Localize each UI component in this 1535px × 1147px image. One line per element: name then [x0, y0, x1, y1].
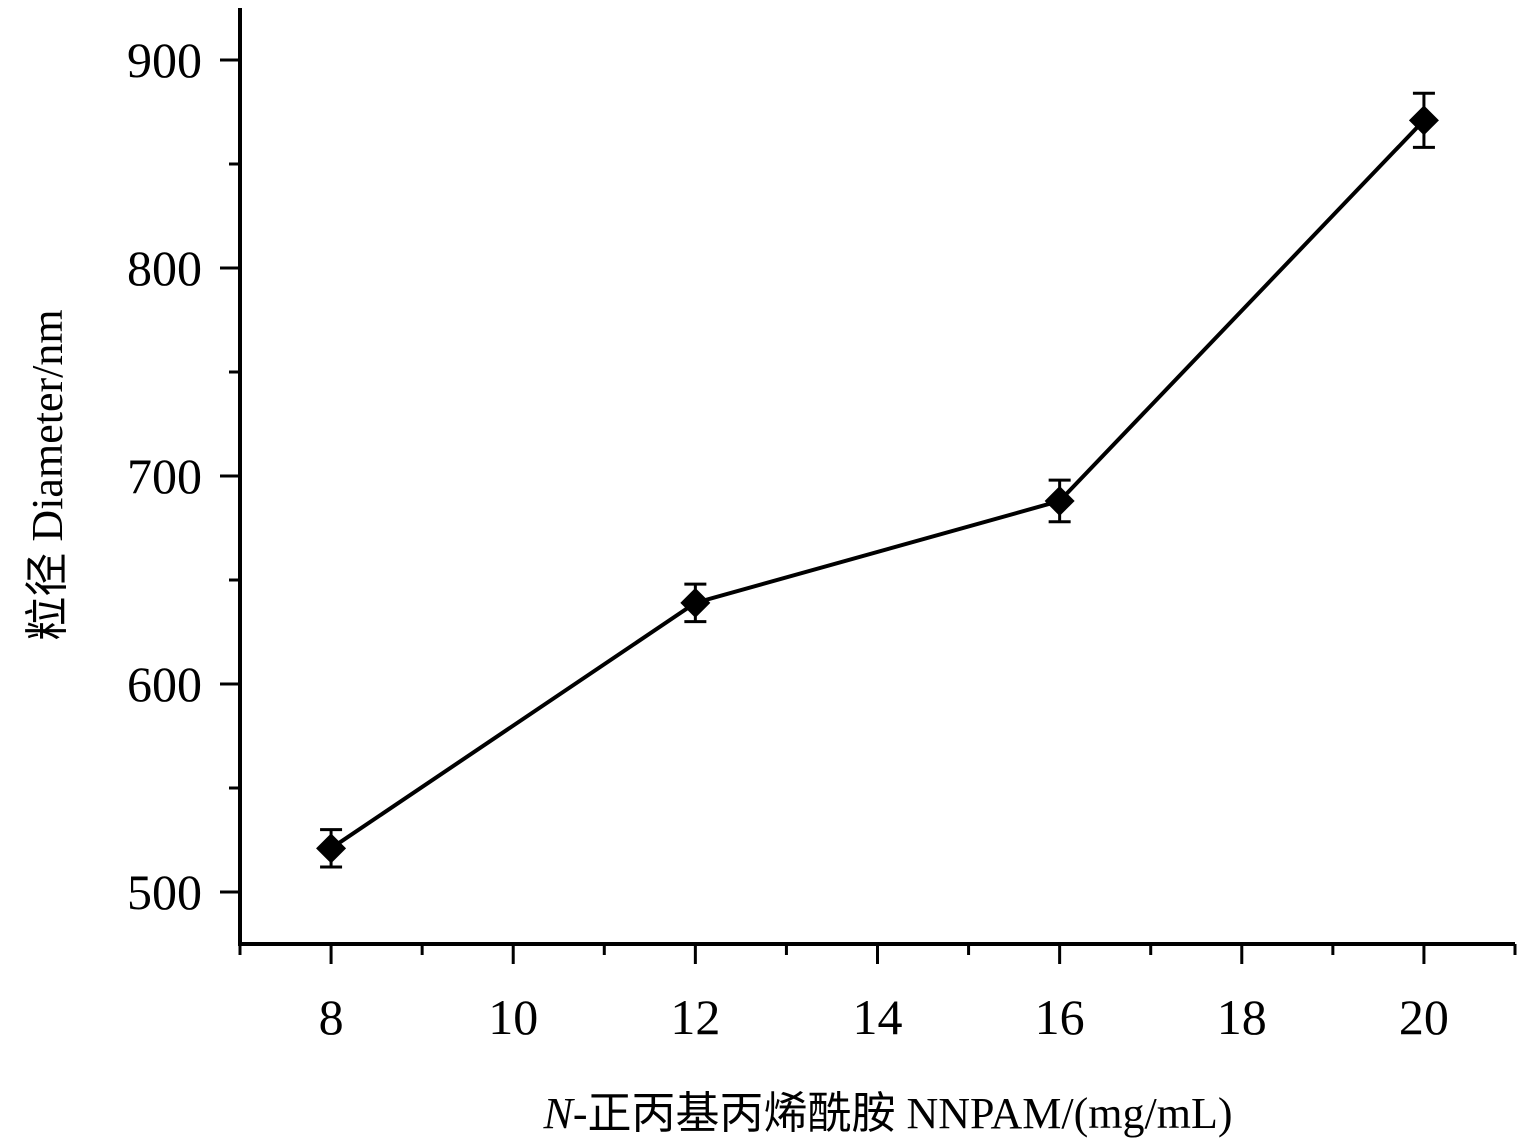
x-tick-label: 8 — [319, 989, 344, 1045]
x-tick-label: 20 — [1399, 989, 1449, 1045]
x-axis-title-italic: N — [543, 1089, 576, 1138]
x-tick-label: 16 — [1035, 989, 1085, 1045]
axes — [238, 8, 1515, 946]
x-tick-label: 14 — [853, 989, 903, 1045]
y-ticks: 500 600 700 800 900 — [127, 32, 240, 920]
data-point — [1408, 105, 1439, 136]
y-tick-label: 700 — [127, 448, 202, 504]
x-tick-label: 12 — [670, 989, 720, 1045]
y-tick-label: 600 — [127, 656, 202, 712]
x-tick-label: 10 — [488, 989, 538, 1045]
x-tick-label: 18 — [1217, 989, 1267, 1045]
y-axis-title: 粒径 Diameter/nm — [23, 309, 72, 640]
series-line — [329, 118, 1426, 850]
y-tick-label: 500 — [127, 864, 202, 920]
y-tick-label: 900 — [127, 32, 202, 88]
data-point — [680, 587, 711, 618]
x-axis-title-rest: -正丙基丙烯酰胺 NNPAM/(mg/mL) — [573, 1089, 1233, 1138]
series-layer — [316, 91, 1439, 869]
y-tick-label: 800 — [127, 240, 202, 296]
data-point — [1044, 485, 1075, 516]
x-ticks: 8 10 12 14 16 18 20 — [238, 944, 1517, 1045]
data-point — [316, 833, 347, 864]
x-axis-title: N-正丙基丙烯酰胺 NNPAM/(mg/mL) — [543, 1089, 1233, 1138]
